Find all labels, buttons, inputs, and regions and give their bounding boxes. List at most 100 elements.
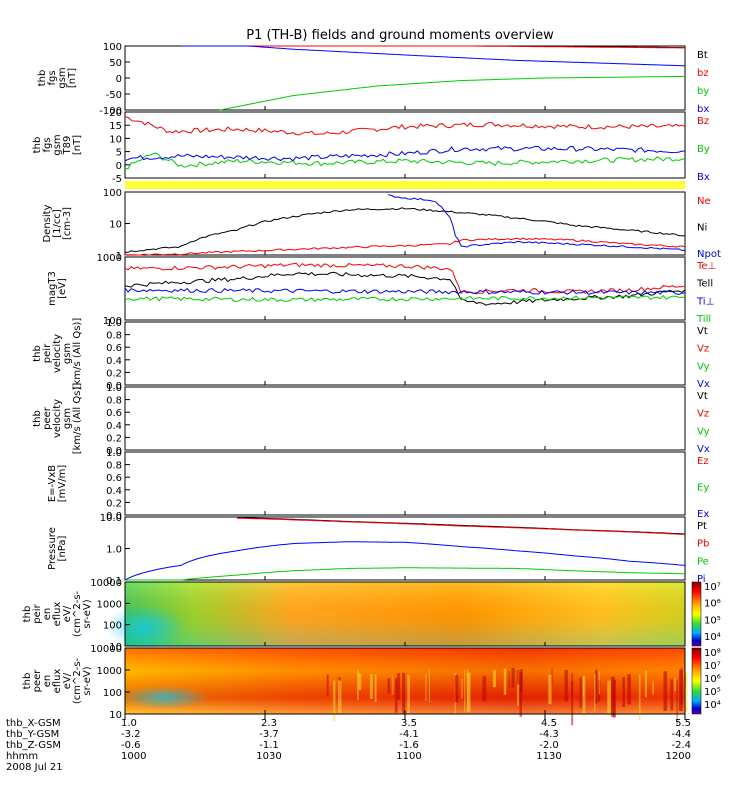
y-axis-label: Density: [42, 204, 53, 242]
spectrogram-streak: [571, 680, 574, 726]
ephemeris-value: 1030: [256, 751, 282, 762]
y-tick-label: 1000: [97, 666, 122, 677]
y-axis-label: magT3: [47, 271, 58, 306]
spectrogram-streak: [374, 674, 377, 702]
y-axis-label: [mV/m]: [57, 465, 68, 503]
ephemeris-label: hhmm: [6, 751, 39, 762]
y-axis-label: gsm: [57, 67, 68, 88]
y-axis-label: (cm^2-s-: [72, 657, 83, 704]
spectrogram-streak: [622, 676, 625, 707]
spectrogram-streak: [369, 674, 373, 699]
spectrogram-streak: [467, 669, 469, 713]
ephemeris-value: 3.5: [401, 718, 417, 729]
legend-entry: Vx: [697, 444, 710, 455]
ephemeris-value: -2.4: [671, 740, 691, 751]
y-tick-label: 1000: [97, 599, 122, 610]
spectrogram-streak: [425, 673, 427, 702]
y-tick-label: -50: [106, 90, 122, 101]
panel-density: 100 10 1 Density [1/cc] [cm-3] Ne Ni Npot: [42, 188, 721, 262]
y-tick-label: 10.0: [100, 513, 122, 524]
panel-pressure: 10.0 1.0 0.1 Pressure [nPa] Pt Pb Pe Pi: [47, 513, 709, 587]
ephemeris-value: 1200: [665, 751, 691, 762]
panel-frame: [124, 45, 686, 111]
y-tick-label: 0.2: [106, 433, 122, 444]
series-line-by: [220, 75, 685, 111]
panel-frame: [124, 111, 686, 179]
panel-peir_vel: 1.0 0.80.6 0.40.2 0.0 thb peir velocity gsm [km/…: [32, 318, 710, 392]
legend-entry: Ni: [697, 223, 707, 234]
legend-entry: Bx: [697, 172, 710, 183]
y-tick-label: 0: [116, 74, 122, 85]
series-line-Pb: [236, 517, 686, 535]
y-axis-label: thb: [37, 70, 48, 87]
y-tick-label: 0.0: [106, 446, 122, 457]
ephemeris-value: 1130: [536, 751, 562, 762]
ephemeris-label: thb_Z-GSM: [6, 740, 61, 751]
y-axis-label: en: [42, 675, 53, 688]
y-tick-label: 100: [103, 621, 122, 632]
legend-entry: Tell: [696, 279, 713, 290]
spectrogram-streak: [684, 672, 688, 712]
panel-frame: [124, 516, 686, 581]
spectrogram-streak: [464, 670, 466, 713]
spectrogram-streak: [548, 674, 552, 705]
spectrogram-streak: [428, 669, 430, 703]
y-tick-label: 1000: [97, 253, 122, 264]
spectrogram-streak: [610, 676, 615, 717]
ephemeris-value: 2.3: [261, 718, 277, 729]
colorbar-tick-label: 10⁶: [704, 674, 721, 685]
y-tick-label: 0.0: [106, 511, 122, 522]
spectrogram-streak: [397, 673, 400, 700]
ephemeris-value: -3.2: [121, 729, 141, 740]
y-tick-label: 0: [116, 161, 122, 172]
series-line-Tell: [124, 271, 686, 306]
spectrogram-streak: [517, 669, 520, 706]
panel-fgs: 100 50 0 -50 -100 thb fgs gsm [nT] Bt bz by bx: [37, 42, 709, 117]
ephemeris-value: -4.3: [539, 729, 559, 740]
spectrogram-streak: [582, 675, 585, 697]
y-tick-label: 1.0: [106, 318, 122, 329]
panel-peer_en: 10⁸ 10⁷ 10⁶ 10⁵ 10⁴ 10000 1000 100 10 thb peer en ef…: [22, 644, 721, 726]
y-axis-label: [km/s (All Qs)]: [72, 318, 83, 390]
y-axis-label: peir: [42, 343, 53, 363]
series-line-By: [124, 152, 686, 170]
y-axis-label: peer: [42, 406, 53, 430]
ephemeris-label: thb_Y-GSM: [6, 729, 60, 740]
y-axis-label: thb: [22, 673, 33, 690]
y-axis-label: fgs: [47, 70, 58, 85]
spectrogram-streak: [333, 680, 336, 722]
y-axis-label: (cm^2-s-: [72, 590, 83, 637]
series-line-Bx: [124, 145, 685, 162]
y-tick-label: 0.0: [106, 381, 122, 392]
legend-entry: Vy: [697, 426, 710, 437]
y-tick-label: 10: [109, 134, 122, 145]
y-tick-label: -5: [112, 174, 122, 185]
spectrogram-streak: [402, 672, 406, 714]
legend-entry: Vx: [697, 379, 710, 390]
spectrogram-streak: [564, 669, 568, 702]
spectrogram-streak: [674, 677, 677, 692]
y-tick-label: 0.6: [106, 343, 122, 354]
panel-peir_en: 10⁷ 10⁶ 10⁵ 10⁴ 10000 1000 100 10 thb peir en eflux…: [22, 578, 721, 653]
y-tick-label: 0.4: [106, 421, 122, 432]
y-tick-label: 0.6: [106, 408, 122, 419]
spectrogram-streak: [503, 668, 507, 695]
spectrogram-streak: [482, 676, 487, 701]
y-axis-label: [nT]: [67, 68, 78, 88]
series-line-Bz: [124, 116, 686, 136]
spectrogram-streak: [387, 678, 391, 694]
y-axis-label: velocity: [52, 334, 63, 373]
spectrogram-streak: [627, 674, 631, 705]
ephemeris-value: -1.1: [259, 740, 279, 751]
series-line-Pi: [124, 541, 686, 581]
ephemeris-date: 2008 Jul 21: [6, 762, 63, 773]
y-axis-label: thb: [22, 606, 33, 623]
panel-efield: 1.0 0.80.6 0.40.2 0.0 E=-VxB [mV/m] Ez Ey Ex: [47, 448, 709, 522]
panel-frame: [124, 386, 686, 451]
y-axis-label: peir: [32, 603, 43, 623]
legend-entry: Vt: [697, 326, 708, 337]
legend-entry: By: [697, 144, 710, 155]
y-tick-label: 0.8: [106, 461, 122, 472]
y-tick-label: 10000: [90, 578, 122, 589]
